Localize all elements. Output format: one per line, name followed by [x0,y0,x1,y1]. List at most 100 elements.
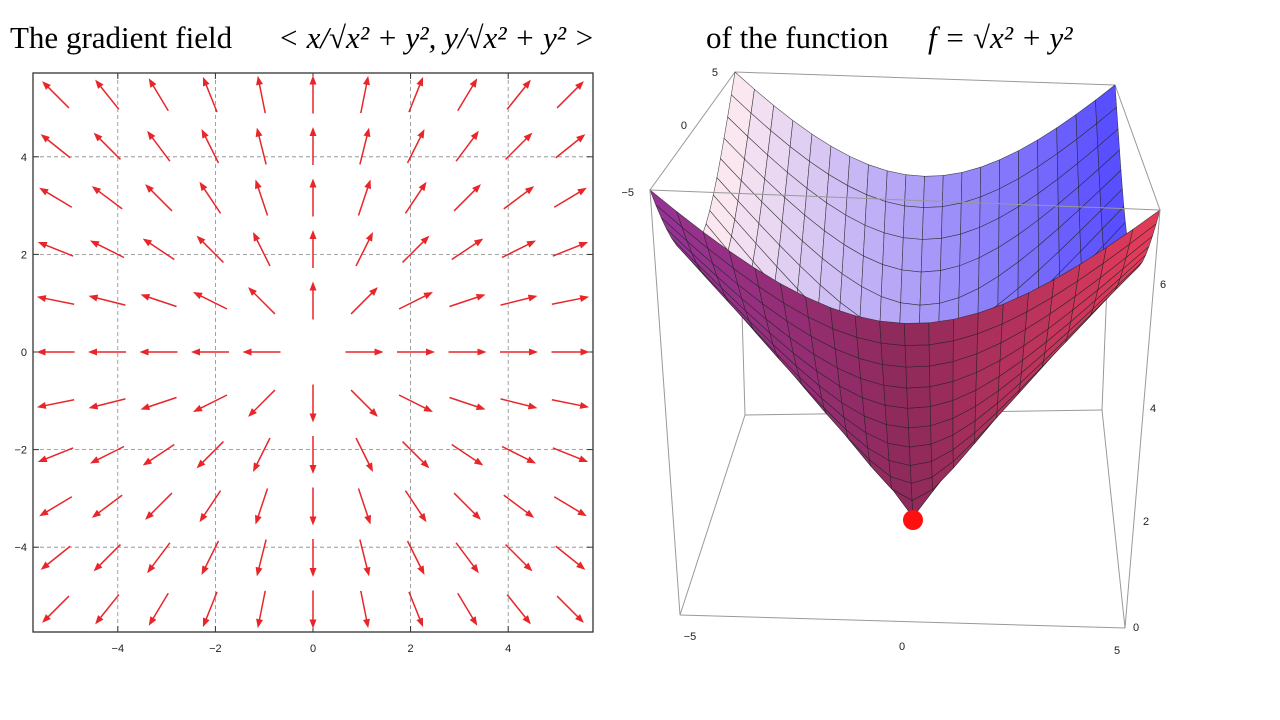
arrow-head [417,129,425,139]
arrow-head [526,456,536,464]
field-arrow [98,83,120,110]
arrow-head [527,402,538,410]
arrow-head [90,240,100,248]
field-arrow [42,297,75,305]
field-arrow [506,594,528,621]
field-arrow [96,494,123,515]
arrow-head [309,75,317,85]
arrow-head [309,516,317,526]
x-axis-label: 0 [899,641,905,653]
arrow-head [420,235,430,245]
arrow-head [309,619,317,629]
surface-patch [939,265,961,304]
arrow-head [255,566,263,577]
title-function: f = √x² + y² [928,20,1073,55]
arrow-head [524,509,535,518]
arrow-head [88,348,97,356]
arrow-head [147,563,156,574]
arrow-head [526,240,536,248]
field-arrow [551,297,584,305]
arrow-head [40,134,50,143]
field-arrow [406,540,423,570]
field-arrow [96,189,123,210]
field-arrow [43,243,74,257]
field-arrow [256,488,269,520]
field-arrow [553,190,583,208]
arrow-head [202,617,210,628]
arrow-head [578,241,589,249]
box-edge [1101,409,1126,629]
field-arrow [147,443,175,463]
box-edge [1124,209,1161,629]
field-arrow [355,237,371,267]
arrow-head [201,129,209,139]
arrow-head [242,348,252,356]
arrow-head [426,348,435,356]
x-tick-label: −2 [209,643,222,655]
y-axis-label: −5 [621,187,634,199]
arrow-head [255,179,262,190]
y-tick-label: 4 [21,152,27,164]
field-arrow [42,399,75,407]
arrow-head [527,294,538,302]
surface-patch [901,237,923,273]
title-field: < x/√x² + y², y/√x² + y² > [278,20,595,55]
title-middle: of the function [706,20,889,55]
surface-patch [904,344,930,368]
field-arrow [404,490,424,518]
surface-patch [928,319,954,346]
field-arrow [555,545,582,567]
y-tick-label: −2 [14,445,27,457]
surface-patch [879,320,906,346]
arrow-head [253,232,261,242]
field-arrow [398,394,428,410]
field-arrow [503,189,530,210]
arrow-head [36,348,46,356]
field-arrow [505,136,529,160]
field-arrow [408,591,422,622]
field-arrow [98,594,120,621]
field-arrow [94,398,126,408]
arrow-head [416,617,424,628]
field-arrow [501,242,531,259]
arrow-head [309,281,317,291]
arrow-head [253,462,261,472]
field-arrow [551,399,584,407]
field-arrow [44,137,71,159]
surface-patch [882,364,908,389]
arrow-head [420,459,430,469]
field-arrow [457,592,475,622]
field-arrow [402,239,426,263]
x-axis-label: −5 [684,631,697,643]
x-axis-label: 5 [1114,645,1120,657]
field-arrow [350,290,375,315]
arrow-head [524,186,535,195]
arrow-head [255,127,263,138]
field-arrow [408,82,422,113]
field-arrow [45,84,70,109]
field-arrow [150,135,171,162]
field-arrow [255,437,271,467]
field-arrow [360,81,368,114]
y-tick-label: 0 [21,347,27,359]
arrow-head [93,132,103,142]
field-arrow [258,590,266,623]
arrow-head [416,76,424,87]
arrow-head [36,295,47,302]
arrow-head [309,178,317,188]
arrow-head [309,413,317,423]
arrow-head [522,615,531,625]
plot-frame [32,72,594,633]
arrow-head [201,565,209,575]
field-arrow [451,241,479,261]
field-arrow [404,186,424,214]
arrow-head [42,81,51,90]
surface-plot: 5 0 −5 −5 0 5 6 4 2 0 [621,67,1166,657]
y-axis-label: 0 [681,120,687,132]
arrow-head [42,614,51,623]
arrow-head [202,76,210,87]
surface-patch [919,270,941,306]
surface-patch [1129,209,1161,245]
z-axis-label: 0 [1133,622,1139,634]
field-arrow [202,490,222,518]
